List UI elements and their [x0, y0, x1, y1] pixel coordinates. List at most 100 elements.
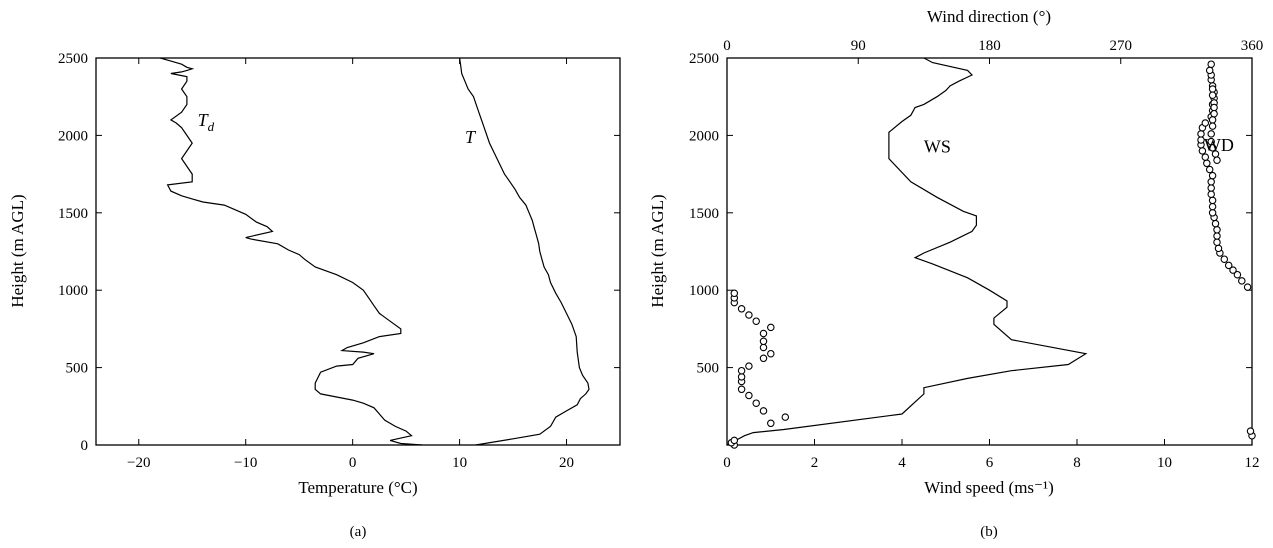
panel-b-wd-point [1208, 209, 1217, 217]
panel-b-x-axis-label: Wind speed (ms⁻¹) [924, 478, 1054, 497]
panel-b-wd-point [752, 399, 760, 407]
panel-a-x-tick-label: −20 [127, 455, 150, 471]
panel-b-wd-point [1208, 122, 1217, 130]
panel-b-x2-axis-label: Wind direction (°) [927, 7, 1051, 26]
panel-a-annotation-td-main: T [198, 110, 210, 130]
panel-b-wd-point [1213, 226, 1221, 234]
panel-b-wd-point [1208, 116, 1217, 124]
panel-b-x-tick-label: 8 [1073, 455, 1081, 471]
panel-b-wd-point [1243, 283, 1252, 291]
panel-b-wd-point [1208, 196, 1217, 205]
panel-b-x2-ticks: 0 90 180 270 360 [723, 38, 1263, 64]
panel-a-x-tick-label: 20 [559, 455, 574, 471]
panel-b-wd-point [1220, 255, 1229, 263]
panel-a-x-tick-label: 10 [452, 455, 467, 471]
panel-b-y-tick-label: 1500 [689, 206, 719, 222]
panel-a-plot-frame [95, 57, 621, 446]
panel-b-x2-tick-label: 360 [1241, 38, 1264, 54]
panel-b-x-tick-label: 4 [898, 455, 906, 471]
panel-b-wd-point [759, 343, 768, 352]
panel-a-y-tick-label: 500 [66, 361, 89, 377]
panel-a-annotation-td-sub: d [208, 119, 215, 134]
panel-b-wd-point [1208, 144, 1217, 152]
panel-b-wd-point [1207, 184, 1215, 192]
panel-b-y-tick-label: 2500 [689, 51, 719, 67]
panel-b-wd-point [1213, 156, 1221, 164]
panel-b-wd-point [1207, 130, 1215, 138]
panel-b-y-axis-label: Height (m AGL) [648, 194, 667, 307]
panel-b-wd-point [1211, 219, 1220, 228]
panel-b-y-tick-label: 1000 [689, 283, 719, 299]
panel-a-annotation-t: T [465, 127, 477, 147]
panel-b-wd-point [1201, 153, 1210, 161]
panel-b-wd-point [737, 305, 746, 313]
panel-a-x-ticks: −20 −10 0 10 20 [127, 58, 574, 471]
panel-b-x2-tick-label: 180 [978, 38, 1001, 54]
panel-b-y-ticks: 500 1000 1500 2000 2500 [689, 51, 1252, 377]
panel-b-wd-point [759, 337, 768, 346]
panel-a-y-tick-label: 1500 [58, 206, 88, 222]
panel-b-wd-point [1208, 171, 1217, 180]
panel-b-x-tick-label: 2 [811, 455, 819, 471]
panel-a-y-tick-label: 1000 [58, 283, 88, 299]
panel-b-x-tick-label: 12 [1245, 455, 1260, 471]
panel-b-wd-point [1208, 91, 1217, 99]
panel-b-x-ticks: 0 2 4 6 8 10 12 [723, 439, 1260, 471]
panel-b-x-tick-label: 6 [986, 455, 994, 471]
panel-b-wd-point [745, 362, 753, 370]
panel-a-x-axis-label: Temperature (°C) [298, 478, 417, 497]
panel-a-y-ticks: 0 500 1000 1500 2000 2500 [58, 51, 620, 454]
panel-b-wd-point [1213, 232, 1221, 240]
panel-b-wd-point [1207, 60, 1215, 68]
panel-b-series-line-ws [726, 57, 1088, 446]
panel-b-wd-point [1224, 261, 1233, 270]
panel-b-wd-point [745, 311, 753, 319]
panel-a-annotation-td: Td [198, 110, 215, 134]
panel-b-wd-point [1207, 178, 1215, 186]
panel-a-y-tick-label: 0 [81, 438, 89, 454]
panel-b-wd-point [737, 373, 746, 381]
panel-b-wd-point [737, 385, 746, 394]
panel-b-wd-point [1201, 119, 1210, 127]
panel-b-wd-point [1238, 277, 1246, 285]
panel-a-temperature-profile: −20 −10 0 10 20 0 500 1000 1500 2000 2500 Tempera… [8, 51, 621, 540]
panel-b-wind-profile: 0 2 4 6 8 10 12 0 90 180 270 360 500 1000 1500 2000 25… [648, 7, 1263, 540]
panel-b-wd-point [767, 349, 775, 358]
panel-b-annotation-ws: WS [924, 136, 951, 156]
panel-b-plot-frame [726, 57, 1253, 446]
panel-b-annotation-wd: WD [1204, 135, 1234, 155]
panel-b-wd-point [1203, 159, 1211, 168]
panel-b-y-tick-label: 2000 [689, 128, 719, 144]
panel-a-series-line-t-d [160, 57, 423, 446]
panel-a-x-tick-label: 0 [349, 455, 357, 471]
panel-b-wd-point [759, 354, 768, 363]
panel-a-series [160, 57, 590, 446]
panel-b-wd-point [752, 317, 760, 325]
panel-b-x-tick-label: 10 [1157, 455, 1172, 471]
panel-b-wd-point [1208, 85, 1217, 93]
panel-b-x2-tick-label: 0 [723, 38, 731, 54]
panel-b-wd-point [1210, 109, 1218, 118]
panel-b-wd-point [1229, 266, 1237, 274]
panel-b-wd-point [1233, 270, 1242, 279]
panel-b-wd-point [767, 419, 775, 428]
panel-b-wd-point [1213, 238, 1221, 246]
panel-b-wd-point [1205, 66, 1214, 75]
panel-b-wd-point [1210, 103, 1218, 112]
panel-a-series-line-t [459, 57, 590, 446]
panel-a-y-tick-label: 2000 [58, 128, 88, 144]
panel-b-wd-point [737, 366, 746, 375]
panel-b-label: (b) [980, 524, 998, 540]
panel-b-series [726, 57, 1256, 449]
panel-b-x2-tick-label: 90 [851, 38, 866, 54]
panel-b-y-tick-label: 500 [697, 361, 720, 377]
panel-b-wd-point [1246, 427, 1255, 435]
panel-a-x-tick-label: −10 [234, 455, 257, 471]
panel-b-x2-tick-label: 270 [1110, 38, 1133, 54]
panel-b-wd-point [1208, 202, 1217, 211]
panel-b-wd-point [730, 289, 739, 298]
panel-b-wd-point [1207, 190, 1215, 198]
panel-b-wd-point [759, 329, 768, 338]
panel-b-wd-point [730, 436, 739, 445]
